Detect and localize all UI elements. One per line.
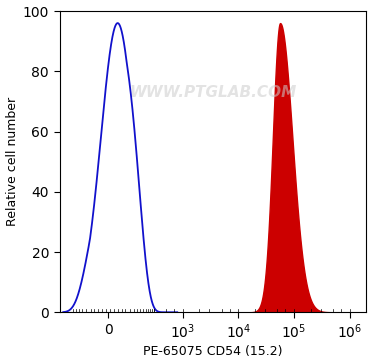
Y-axis label: Relative cell number: Relative cell number — [6, 97, 19, 226]
X-axis label: PE-65075 CD54 (15.2): PE-65075 CD54 (15.2) — [143, 345, 283, 359]
Text: WWW.PTGLAB.COM: WWW.PTGLAB.COM — [129, 85, 296, 100]
